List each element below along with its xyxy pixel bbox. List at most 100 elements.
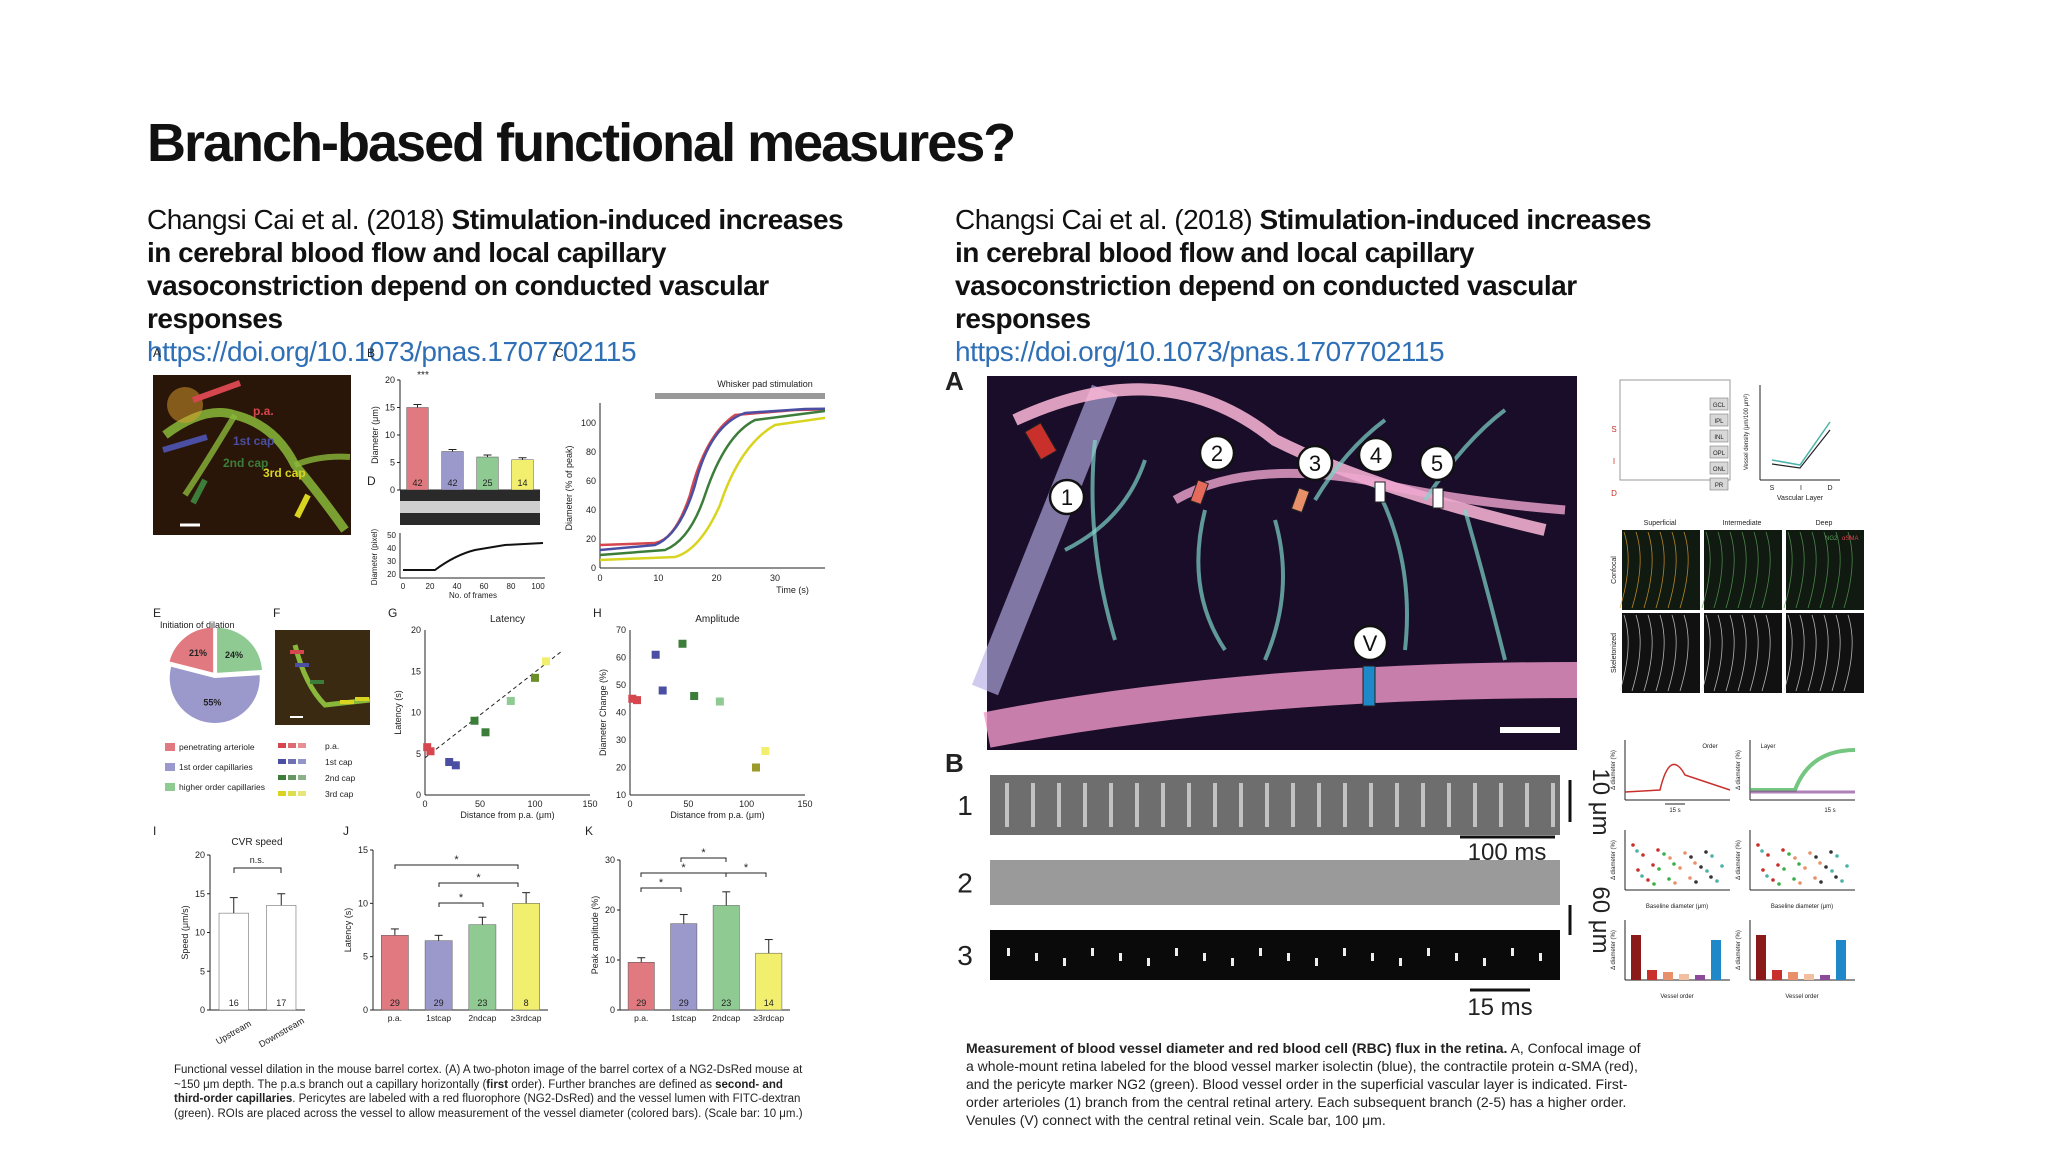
vessel-trace bbox=[1619, 531, 1629, 609]
data-point bbox=[1705, 869, 1709, 873]
x-tick-label: 100 bbox=[739, 799, 754, 809]
y-tick-label: 20 bbox=[385, 375, 395, 385]
y-tick-label: 0 bbox=[591, 563, 596, 573]
confocal-tile bbox=[1704, 613, 1782, 693]
data-point bbox=[481, 728, 490, 737]
density-trace bbox=[1771, 421, 1831, 466]
capillary bbox=[1423, 408, 1507, 502]
vessel-trace bbox=[1655, 614, 1665, 692]
scale-label: 15 ms bbox=[1467, 994, 1532, 1021]
x-tick-label: 60 bbox=[480, 582, 489, 591]
roi-label: 3rd cap bbox=[263, 466, 306, 480]
bar bbox=[1820, 975, 1830, 980]
roi-bar bbox=[340, 700, 354, 704]
vessel-trace bbox=[1667, 614, 1677, 692]
bar bbox=[266, 905, 297, 1011]
pie-title: Initiation of dilation bbox=[160, 620, 235, 630]
diameter-trace bbox=[403, 542, 544, 571]
rbc-streak bbox=[1035, 953, 1038, 961]
panel-f-micrograph bbox=[275, 630, 370, 725]
bar-count: 17 bbox=[276, 998, 286, 1008]
kymograph-streak bbox=[1369, 783, 1373, 827]
legend-swatch bbox=[278, 775, 286, 780]
data-point bbox=[1641, 853, 1645, 857]
vessel-trace bbox=[1679, 614, 1689, 692]
roi-marker bbox=[1362, 665, 1376, 707]
vessel-trace bbox=[1807, 531, 1817, 609]
data-point bbox=[1715, 879, 1719, 883]
x-tick-label: 40 bbox=[453, 582, 462, 591]
data-point bbox=[1693, 861, 1697, 865]
x-axis-label: Baseline diameter (μm) bbox=[1771, 904, 1833, 910]
vessel-trace bbox=[1749, 614, 1759, 692]
vessel-trace bbox=[1831, 614, 1841, 692]
column-title: Deep bbox=[1816, 520, 1833, 527]
x-tick-label: 30 bbox=[770, 573, 780, 583]
roi-marker bbox=[1024, 422, 1058, 461]
rbc-streak bbox=[1455, 953, 1458, 961]
capillary bbox=[1196, 509, 1227, 652]
data-point bbox=[1652, 882, 1656, 886]
pie-slice bbox=[169, 627, 214, 673]
data-point bbox=[1840, 879, 1844, 883]
kymograph-streak bbox=[1005, 783, 1009, 827]
x-tick-label: 1stcap bbox=[671, 1013, 696, 1023]
doi-link[interactable]: https://doi.org/10.1073/pnas.1707702115 bbox=[955, 336, 1445, 367]
vessel-order-label: V bbox=[1363, 631, 1378, 656]
rbc-streak bbox=[1399, 958, 1402, 966]
vessel-trace bbox=[1795, 614, 1805, 692]
x-axis-label: Vessel order bbox=[1660, 994, 1693, 1000]
caption-text: A, Confocal image of a whole-mount retin… bbox=[966, 1040, 1641, 1128]
sig-bracket bbox=[233, 867, 282, 873]
y-tick-label: 0 bbox=[416, 790, 421, 800]
rbc-streak bbox=[1287, 953, 1290, 961]
data-point bbox=[1678, 866, 1682, 870]
vessel-trace bbox=[1619, 614, 1629, 692]
row-title: Confocal bbox=[1611, 556, 1618, 584]
pie-slice-label: 24% bbox=[225, 650, 243, 660]
kymograph-streak bbox=[1551, 783, 1555, 827]
legend-swatch bbox=[165, 763, 175, 771]
data-point bbox=[1819, 880, 1823, 884]
layer-letter: S bbox=[1611, 425, 1616, 434]
vessel-trace bbox=[1843, 614, 1853, 692]
sig-bracket bbox=[438, 902, 484, 907]
x-axis-label: Distance from p.a. (μm) bbox=[460, 810, 554, 820]
capillary bbox=[1064, 459, 1147, 552]
x-tick-label: 10 bbox=[653, 573, 663, 583]
kymograph-streak bbox=[1031, 783, 1035, 827]
data-point bbox=[678, 639, 687, 648]
scale-label: 60 μm bbox=[1587, 886, 1614, 953]
data-point bbox=[1662, 852, 1666, 856]
capillary bbox=[1263, 519, 1285, 661]
kymograph-row-label: 2 bbox=[957, 868, 973, 899]
panel-letter: I bbox=[153, 824, 156, 838]
y-tick-label: 0 bbox=[390, 485, 395, 495]
pie-slice bbox=[169, 666, 260, 723]
data-point bbox=[752, 763, 760, 772]
caption-text: Functional vessel dilation in the mouse … bbox=[174, 1064, 803, 1091]
vessel-trace bbox=[1749, 531, 1759, 609]
stimulation-label: Whisker pad stimulation bbox=[717, 379, 813, 389]
legend-swatch bbox=[288, 791, 296, 796]
kymograph-streak bbox=[1499, 783, 1503, 827]
data-point bbox=[1818, 861, 1822, 865]
roi-bar bbox=[191, 380, 242, 403]
rbc-streak bbox=[1231, 958, 1234, 966]
x-tick-label: 1stcap bbox=[426, 1013, 451, 1023]
vessel-order-marker bbox=[1357, 436, 1395, 474]
y-tick-label: 10 bbox=[616, 790, 626, 800]
x-tick-label: 50 bbox=[683, 799, 693, 809]
y-tick-label: 20 bbox=[605, 905, 615, 915]
data-point bbox=[628, 694, 637, 703]
caption-bold: Measurement of blood vessel diameter and… bbox=[966, 1040, 1508, 1056]
y-axis-label: Vessel density (μm/100 μm²) bbox=[1744, 394, 1750, 470]
y-tick-label: 10 bbox=[195, 928, 205, 938]
doi-link[interactable]: https://doi.org/10.1073/pnas.1707702115 bbox=[147, 336, 637, 367]
rbc-streak bbox=[1343, 948, 1346, 956]
panel-k-chart: 0 10 20 30 Peak amplitude (%) 29 p.a. 29 1stcap 2… bbox=[590, 855, 790, 1023]
bar bbox=[1663, 972, 1673, 980]
x-tick-label: 100 bbox=[531, 582, 545, 591]
data-point bbox=[1781, 848, 1785, 852]
